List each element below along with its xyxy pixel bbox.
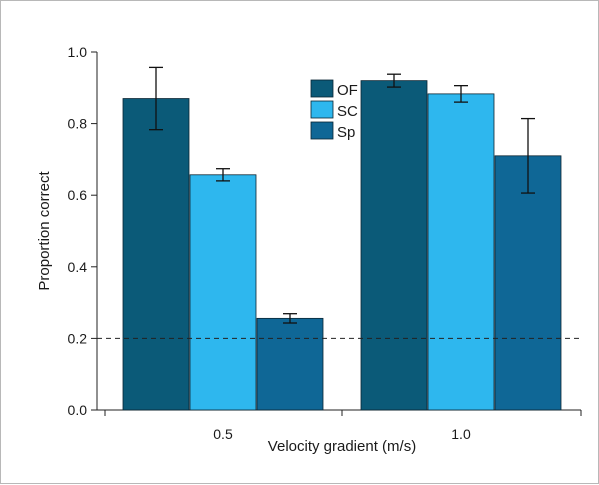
y-tick-label: 1.0 (68, 44, 88, 60)
legend-label-of: OF (337, 82, 358, 99)
y-tick-label: 0.8 (68, 116, 88, 132)
bars (122, 80, 562, 411)
legend-label-sp: Sp (337, 124, 355, 141)
bar-sc-0 (189, 174, 257, 411)
x-axis-title: Velocity gradient (m/s) (268, 438, 416, 455)
bar-of-0 (122, 98, 190, 411)
x-tick-label: 1.0 (451, 426, 471, 442)
y-tick-label: 0.6 (68, 187, 88, 203)
y-tick-label: 0.0 (68, 402, 88, 418)
bar-of-1 (360, 80, 428, 411)
bar-sc-1 (427, 93, 495, 411)
legend-swatch-of (310, 79, 334, 98)
error-bars (149, 66, 535, 324)
x-tick-label: 0.5 (213, 426, 233, 442)
y-axis: 0.0 0.2 0.4 0.6 0.8 1.0 (68, 44, 98, 418)
bar-sp-0 (256, 317, 324, 411)
legend: OF SC Sp (310, 79, 358, 141)
legend-label-sc: SC (337, 103, 358, 120)
legend-swatch-sp (310, 121, 334, 140)
bar-sp-1 (494, 155, 562, 411)
y-tick-label: 0.4 (68, 259, 88, 275)
legend-swatch-sc (310, 100, 334, 119)
y-axis-title: Proportion correct (36, 171, 53, 291)
y-tick-label: 0.2 (68, 330, 88, 346)
